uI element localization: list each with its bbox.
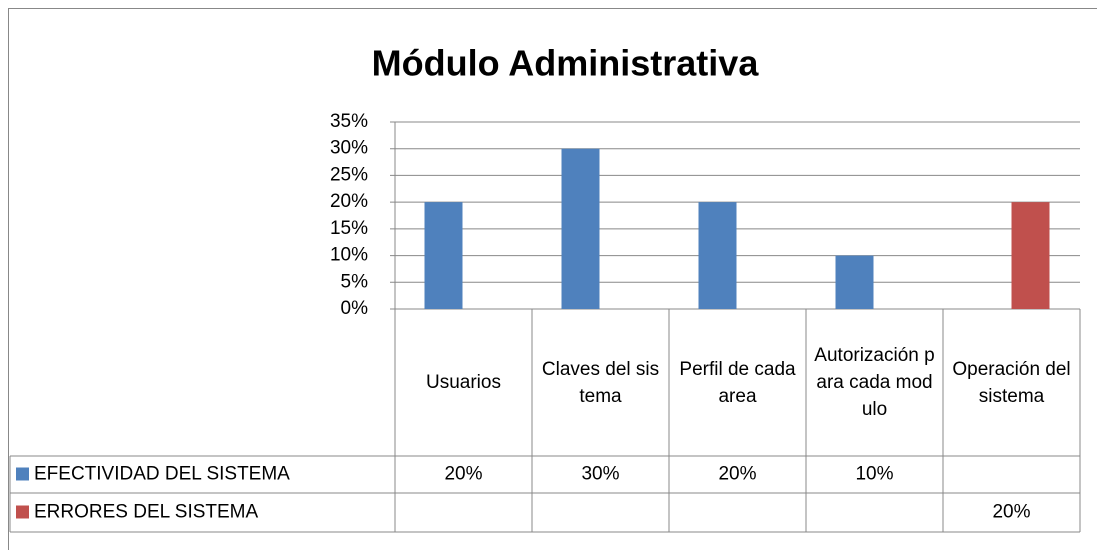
bar (561, 148, 600, 309)
legend-label: EFECTIVIDAD DEL SISTEMA (34, 464, 290, 485)
y-tick-label: 15% (330, 218, 368, 239)
bar (698, 202, 737, 309)
data-table-value: 20% (992, 502, 1030, 523)
bar (835, 255, 874, 309)
chart-title: Módulo Administrativa (372, 43, 760, 84)
y-tick-label: 5% (341, 271, 369, 292)
y-tick-label: 10% (330, 245, 368, 266)
bar (424, 202, 463, 309)
legend-label: ERRORES DEL SISTEMA (34, 502, 259, 523)
y-tick-label: 35% (330, 111, 368, 132)
bar (1011, 202, 1050, 309)
x-tick-label: Perfil de cada area (679, 358, 796, 407)
y-tick-label: 0% (341, 298, 369, 319)
x-tick-label: Claves del sistema (541, 358, 660, 407)
legend-swatch (16, 505, 29, 519)
data-table-value: 20% (444, 464, 482, 485)
x-tick-label: Usuarios (426, 372, 501, 393)
x-tick-label: Autorización para cada modulo (814, 345, 935, 420)
y-tick-label: 30% (330, 138, 368, 159)
data-table-value: 30% (581, 464, 619, 485)
legend-swatch (16, 467, 29, 481)
y-tick-label: 20% (330, 191, 368, 212)
y-tick-label: 25% (330, 164, 368, 185)
data-table-value: 20% (718, 464, 756, 485)
chart-border (8, 8, 1097, 550)
x-tick-label: Operación del sistema (952, 358, 1071, 407)
data-table-value: 10% (855, 464, 893, 485)
